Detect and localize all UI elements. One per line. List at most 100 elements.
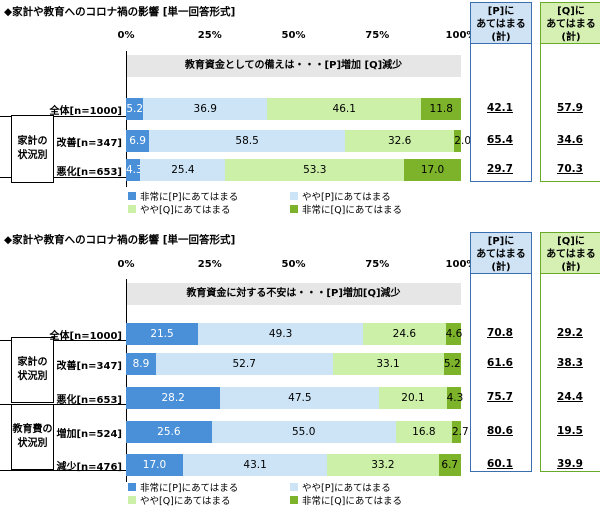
sum-header-p: [P]に あてはまる (計)	[470, 232, 532, 274]
bar-segment: 25.4	[140, 159, 226, 181]
legend-item: やや[Q]にあてはまる	[128, 493, 231, 507]
legend-item: 非常に[Q]にあてはまる	[290, 493, 402, 507]
sum-p-value: 70.8	[487, 327, 513, 339]
x-tick-label: 25%	[197, 259, 222, 270]
legend-swatch	[128, 192, 136, 200]
x-tick-label: 0%	[117, 259, 135, 270]
group-label: 家計の 状況別	[11, 337, 54, 403]
legend-swatch	[128, 496, 136, 504]
bar-segment: 36.9	[143, 98, 268, 120]
bar-segment: 32.6	[345, 130, 455, 152]
bar-segment: 4.3	[126, 159, 143, 181]
sum-p-value: 65.4	[487, 134, 513, 146]
sum-q-value: 70.3	[557, 163, 583, 175]
bar-segment: 52.7	[155, 353, 333, 375]
bar-segment: 8.9	[126, 353, 156, 375]
chart-title: ◆家計や教育へのコロナ禍の影響 [単一回答形式]	[4, 6, 236, 18]
bar-segment: 49.3	[198, 323, 364, 345]
bar-segment: 55.0	[211, 421, 396, 443]
sum-p-value: 60.1	[487, 458, 513, 470]
bar-segment: 2.0	[454, 130, 471, 152]
group-label: 家計の 状況別	[11, 115, 54, 183]
legend-swatch	[290, 205, 298, 213]
x-tick-label: 0%	[117, 30, 135, 41]
legend-label: やや[P]にあてはまる	[302, 483, 391, 494]
chart-title: ◆家計や教育へのコロナ禍の影響 [単一回答形式]	[4, 234, 236, 246]
bar-segment: 4.6	[445, 323, 462, 345]
sum-q-value: 57.9	[557, 102, 583, 114]
row-label: 減少[n=476]	[56, 462, 122, 473]
legend-swatch	[290, 496, 298, 504]
legend-label: 非常に[P]にあてはまる	[140, 192, 239, 203]
bar-segment: 6.9	[126, 130, 150, 152]
bar-segment: 46.1	[267, 98, 422, 120]
bar-segment: 11.8	[421, 98, 461, 120]
bar-segment: 17.0	[126, 454, 183, 476]
legend-swatch	[290, 483, 298, 491]
chart-caption: 教育資金としての備えは・・・[P]増加 [Q]減少	[126, 55, 461, 77]
legend-label: 非常に[P]にあてはまる	[140, 483, 239, 494]
x-tick-label: 50%	[281, 30, 306, 41]
sum-q-value: 38.3	[557, 357, 583, 369]
x-tick-label: 75%	[365, 30, 390, 41]
bar-segment: 24.6	[363, 323, 446, 345]
x-tick-label: 100%	[445, 259, 477, 270]
row-label: 改善[n=347]	[56, 361, 122, 372]
legend-item: 非常に[Q]にあてはまる	[290, 202, 402, 216]
sum-p-value: 61.6	[487, 357, 513, 369]
row-label: 全体[n=1000]	[49, 331, 122, 342]
legend-swatch	[128, 483, 136, 491]
legend-label: 非常に[Q]にあてはまる	[302, 496, 403, 507]
bar-segment: 53.3	[225, 159, 405, 181]
sum-q-value: 34.6	[557, 134, 583, 146]
bar-segment: 5.2	[126, 98, 144, 120]
sum-header-p: [P]に あてはまる (計)	[470, 2, 532, 44]
sum-q-value: 24.4	[557, 391, 583, 403]
bar-segment: 33.1	[332, 353, 444, 375]
bar-segment: 16.8	[395, 421, 452, 443]
y-axis-line	[126, 279, 127, 482]
legend-item: やや[P]にあてはまる	[290, 189, 391, 203]
bar-segment: 20.1	[379, 387, 447, 409]
bar-segment: 25.6	[126, 421, 212, 443]
row-label: 悪化[n=653]	[56, 167, 122, 178]
row-label: 全体[n=1000]	[49, 106, 122, 117]
legend-item: 非常に[P]にあてはまる	[128, 480, 238, 494]
legend-label: やや[P]にあてはまる	[302, 192, 391, 203]
sum-q-value: 39.9	[557, 458, 583, 470]
sum-q-value: 29.2	[557, 327, 583, 339]
legend-label: やや[Q]にあてはまる	[140, 496, 231, 507]
bar-segment: 47.5	[220, 387, 380, 409]
x-tick-label: 100%	[445, 30, 477, 41]
chart-caption: 教育資金に対する不安は・・・[P]増加[Q]減少	[126, 283, 461, 305]
legend-item: やや[P]にあてはまる	[290, 480, 391, 494]
bar-segment: 6.7	[438, 454, 461, 476]
x-tick-label: 25%	[197, 30, 222, 41]
bar-segment: 5.2	[443, 353, 461, 375]
bar-segment: 58.5	[149, 130, 346, 152]
bar-segment: 21.5	[126, 323, 199, 345]
bar-segment: 4.3	[446, 387, 463, 409]
sum-p-value: 29.7	[487, 163, 513, 175]
legend-label: 非常に[Q]にあてはまる	[302, 205, 403, 216]
legend-swatch	[128, 205, 136, 213]
sum-p-value: 75.7	[487, 391, 513, 403]
row-label: 悪化[n=653]	[56, 395, 122, 406]
legend-item: 非常に[P]にあてはまる	[128, 189, 238, 203]
bar-segment: 17.0	[404, 159, 461, 181]
bar-segment: 43.1	[182, 454, 328, 476]
sum-header-q: [Q]に あてはまる (計)	[540, 232, 600, 274]
sum-q-value: 19.5	[557, 425, 583, 437]
group-label: 教育費の 状況別	[11, 404, 54, 470]
sum-header-q: [Q]に あてはまる (計)	[540, 2, 600, 44]
bar-segment: 33.2	[327, 454, 439, 476]
bar-segment: 28.2	[126, 387, 221, 409]
sum-p-value: 42.1	[487, 102, 513, 114]
bar-segment: 2.7	[451, 421, 469, 443]
row-label: 改善[n=347]	[56, 138, 122, 149]
x-tick-label: 50%	[281, 259, 306, 270]
legend-label: やや[Q]にあてはまる	[140, 205, 231, 216]
sum-p-value: 80.6	[487, 425, 513, 437]
x-tick-label: 75%	[365, 259, 390, 270]
row-label: 増加[n=524]	[56, 429, 122, 440]
